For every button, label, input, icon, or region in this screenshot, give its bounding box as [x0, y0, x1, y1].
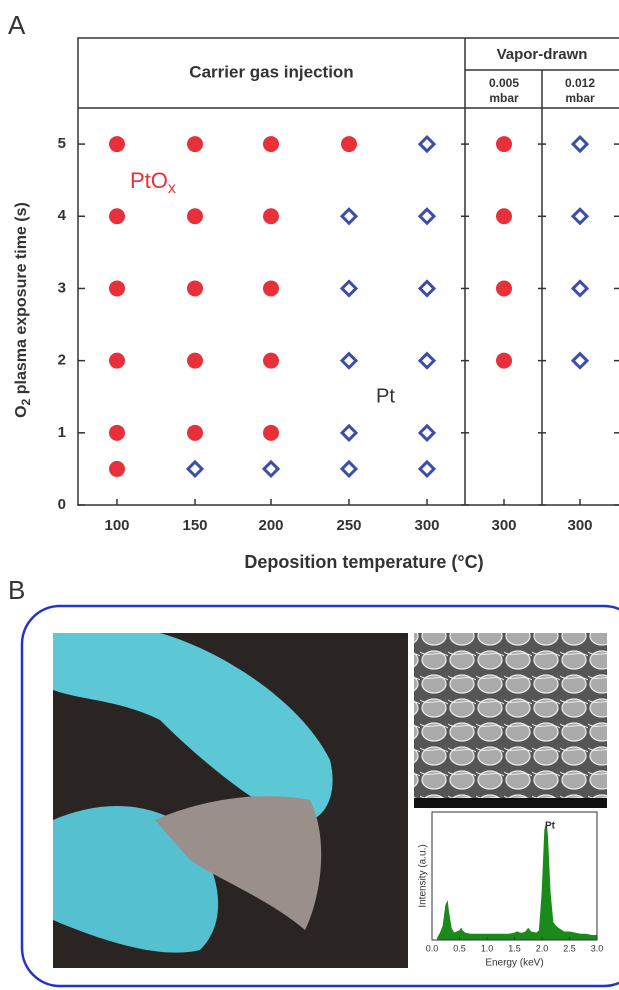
marker-ptox [263, 425, 279, 441]
x-tick-label: 300 [414, 517, 439, 534]
subheader: 0.012 [565, 76, 595, 90]
x-tick-label: 0.0 [426, 943, 439, 953]
y-tick-label: 5 [58, 135, 66, 152]
y-tick-label: 2 [58, 352, 66, 369]
marker-ptox [496, 208, 512, 224]
marker-ptox [496, 353, 512, 369]
marker-ptox [263, 136, 279, 152]
marker-pt [420, 209, 434, 223]
x-tick-label: 100 [104, 517, 129, 534]
annotation: Pt [545, 821, 556, 832]
marker-pt [188, 462, 202, 476]
marker-pt [573, 137, 587, 151]
annotation: Pt [376, 385, 395, 407]
marker-ptox [109, 353, 125, 369]
x-tick-label: 0.5 [453, 943, 466, 953]
marker-ptox [187, 136, 203, 152]
marker-pt [264, 462, 278, 476]
marker-pt [573, 354, 587, 368]
marker-ptox [187, 353, 203, 369]
y-axis-title-part: O [13, 405, 30, 417]
marker-ptox [109, 280, 125, 296]
marker-ptox [496, 280, 512, 296]
x-tick-label: 1.0 [481, 943, 494, 953]
marker-ptox [263, 280, 279, 296]
header: Vapor-drawn [497, 46, 588, 63]
x-axis-title: Energy (keV) [485, 958, 543, 969]
x-tick-label: 300 [567, 517, 592, 534]
header: Carrier gas injection [189, 62, 353, 81]
marker-ptox [263, 353, 279, 369]
photo [53, 633, 408, 968]
y-tick-label: 0 [58, 496, 66, 513]
x-tick-label: 300 [491, 517, 516, 534]
annotation-sub: x [168, 180, 176, 197]
y-tick-label: 1 [58, 424, 66, 441]
y-tick-label: 4 [58, 207, 67, 224]
marker-ptox [109, 425, 125, 441]
marker-pt [420, 426, 434, 440]
panel-label: A [8, 10, 26, 40]
marker-pt [342, 462, 356, 476]
subheader: mbar [565, 91, 595, 105]
marker-ptox [496, 136, 512, 152]
marker-ptox [109, 208, 125, 224]
marker-ptox [187, 425, 203, 441]
figure: ACarrier gas injectionVapor-drawn0.005mb… [0, 0, 619, 990]
y-axis-title-part: plasma exposure time (s) [13, 202, 30, 399]
marker-ptox [341, 136, 357, 152]
x-tick-label: 250 [336, 517, 361, 534]
marker-pt [342, 209, 356, 223]
panel-label: B [8, 575, 25, 605]
marker-pt [342, 426, 356, 440]
marker-ptox [109, 461, 125, 477]
marker-pt [342, 354, 356, 368]
marker-ptox [263, 208, 279, 224]
subheader: mbar [489, 91, 519, 105]
x-tick-label: 2.5 [563, 943, 576, 953]
x-tick-label: 200 [258, 517, 283, 534]
marker-pt [342, 281, 356, 295]
x-tick-label: 2.0 [536, 943, 549, 953]
marker-pt [420, 137, 434, 151]
x-axis-title: Deposition temperature (°C) [244, 552, 483, 572]
annotation: PtOx [130, 168, 176, 197]
y-tick-label: 3 [58, 279, 66, 296]
marker-pt [573, 209, 587, 223]
x-tick-label: 150 [182, 517, 207, 534]
sem-image [414, 633, 607, 808]
y-axis-title: O2 plasma exposure time (s) [13, 202, 33, 418]
x-tick-label: 1.5 [508, 943, 521, 953]
subheader: 0.005 [489, 76, 519, 90]
marker-ptox [109, 136, 125, 152]
y-axis-title: Intensity (a.u.) [418, 844, 429, 907]
annotation-text: PtO [130, 168, 168, 193]
marker-pt [420, 281, 434, 295]
marker-ptox [187, 280, 203, 296]
marker-pt [420, 462, 434, 476]
marker-pt [573, 281, 587, 295]
marker-pt [420, 354, 434, 368]
marker-ptox [187, 208, 203, 224]
x-tick-label: 3.0 [591, 943, 604, 953]
